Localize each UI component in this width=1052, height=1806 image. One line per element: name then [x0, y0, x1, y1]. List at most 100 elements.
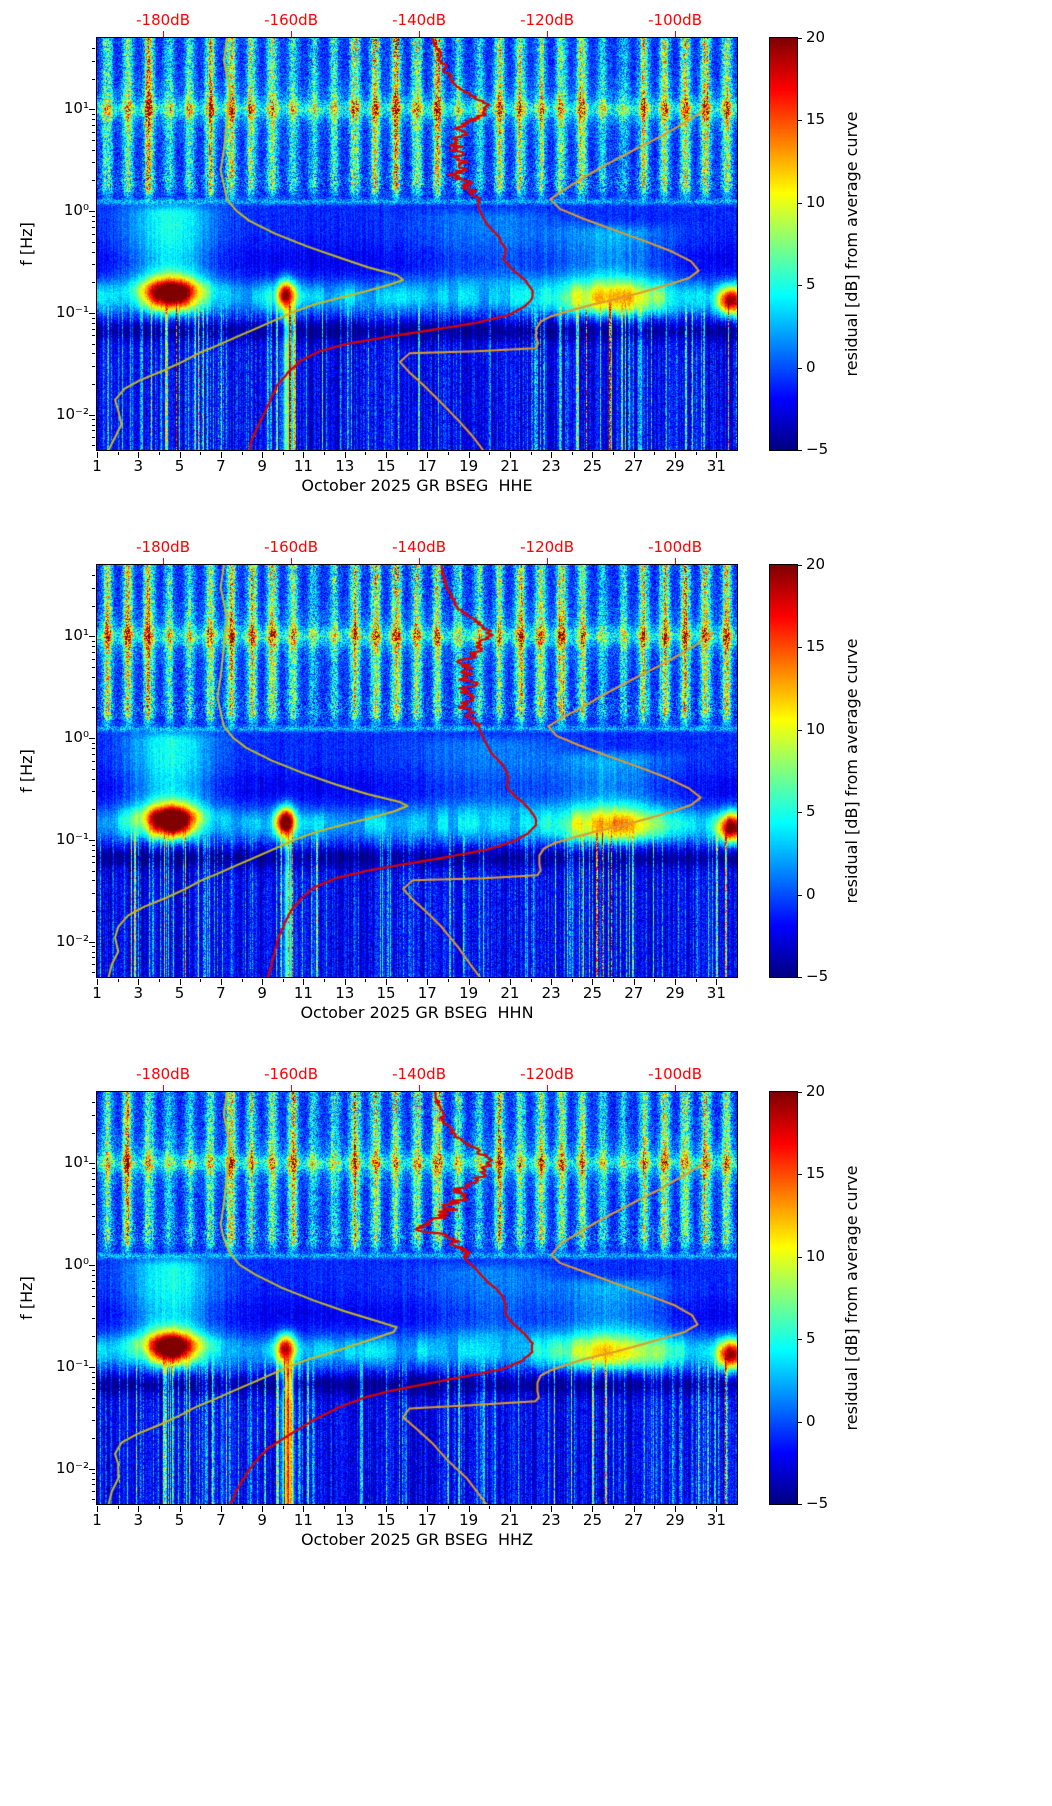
x-tick-mark: [551, 452, 553, 458]
x-tick-mark: [97, 452, 98, 458]
y-minor-tick-mark: [92, 574, 95, 576]
top-tick-mark: [675, 1085, 677, 1091]
x-tick-label: 21: [500, 1511, 520, 1529]
x-tick-label: 17: [417, 1511, 437, 1529]
y-minor-tick-mark: [92, 424, 95, 426]
y-minor-tick-mark: [92, 1371, 95, 1373]
y-axis-label: f [Hz]: [17, 222, 36, 266]
x-tick-mark: [633, 1506, 635, 1512]
top-db-label: -120dB: [520, 1065, 574, 1083]
colorbar-label: residual [dB] from average curve: [842, 1165, 861, 1431]
x-tick-mark: [509, 1506, 511, 1512]
colorbar-tick-label: 20: [806, 28, 826, 46]
top-tick-mark: [163, 31, 165, 37]
x-tick-mark: [551, 1506, 553, 1512]
x-tick-label: 9: [257, 1511, 267, 1529]
x-tick-mark: [386, 1506, 388, 1512]
y-minor-tick-mark: [92, 220, 95, 222]
colorbar-tick-mark: [798, 1421, 802, 1423]
colorbar-tick-mark: [798, 367, 802, 369]
x-minor-tick-mark: [489, 979, 491, 982]
y-tick-mark: [89, 312, 95, 314]
x-minor-tick-mark: [324, 1506, 326, 1509]
x-tick-label: 7: [216, 1511, 226, 1529]
x-minor-tick-mark: [447, 1506, 449, 1509]
y-tick-label: 10¹: [63, 1153, 89, 1172]
y-minor-tick-mark: [92, 862, 95, 864]
x-minor-tick-mark: [406, 1506, 408, 1509]
x-tick-label: 27: [624, 1511, 644, 1529]
y-minor-tick-mark: [92, 651, 95, 653]
y-minor-tick-mark: [92, 241, 95, 243]
x-tick-mark: [344, 1506, 346, 1512]
x-minor-tick-mark: [282, 1506, 284, 1509]
x-tick-mark: [468, 1506, 470, 1512]
y-minor-tick-mark: [92, 139, 95, 141]
x-tick-label: 11: [293, 1511, 313, 1529]
y-minor-tick-mark: [92, 844, 95, 846]
y-minor-tick-mark: [92, 753, 95, 755]
y-minor-tick-mark: [92, 1305, 95, 1307]
x-tick-label: 15: [376, 1511, 396, 1529]
x-tick-mark: [468, 979, 470, 985]
x-tick-label: 23: [541, 984, 561, 1002]
top-tick-mark: [675, 31, 677, 37]
y-minor-tick-mark: [92, 768, 95, 770]
y-tick-label: 10⁻¹: [55, 302, 89, 321]
x-tick-label: 15: [376, 984, 396, 1002]
y-minor-tick-mark: [92, 264, 95, 266]
x-minor-tick-mark: [158, 452, 160, 455]
y-tick-label: 10⁻¹: [55, 1356, 89, 1375]
x-tick-label: 17: [417, 457, 437, 475]
x-tick-mark: [344, 979, 346, 985]
y-minor-tick-mark: [92, 742, 95, 744]
x-minor-tick-mark: [200, 452, 202, 455]
x-axis-label: October 2025 GR BSEG HHZ: [300, 1530, 534, 1549]
x-tick-mark: [138, 1506, 140, 1512]
colorbar-label: residual [dB] from average curve: [842, 638, 861, 904]
spectrogram-hhn: [96, 564, 738, 978]
x-minor-tick-mark: [282, 979, 284, 982]
x-tick-mark: [303, 979, 305, 985]
x-tick-mark: [427, 979, 429, 985]
x-tick-label: 11: [293, 457, 313, 475]
y-minor-tick-mark: [92, 353, 95, 355]
y-minor-tick-mark: [92, 849, 95, 851]
x-tick-label: 31: [706, 457, 726, 475]
colorbar-tick-label: 15: [806, 1164, 826, 1183]
x-minor-tick-mark: [530, 1506, 532, 1509]
x-tick-mark: [179, 979, 181, 985]
x-tick-mark: [509, 979, 511, 985]
x-minor-tick-mark: [530, 979, 532, 982]
top-tick-mark: [547, 558, 549, 564]
x-tick-label: 13: [335, 457, 355, 475]
x-tick-mark: [427, 1506, 429, 1512]
x-tick-label: 29: [665, 457, 685, 475]
x-tick-mark: [592, 1506, 594, 1512]
y-minor-tick-mark: [92, 180, 95, 182]
colorbar-tick-mark: [798, 285, 802, 287]
x-tick-mark: [592, 452, 594, 458]
colorbar-tick-mark: [798, 120, 802, 122]
top-tick-mark: [163, 558, 165, 564]
y-minor-tick-mark: [92, 1336, 95, 1338]
y-minor-tick-mark: [92, 251, 95, 253]
y-tick-mark: [89, 636, 95, 638]
y-minor-tick-mark: [92, 1318, 95, 1320]
colorbar-tick-mark: [798, 38, 802, 39]
y-minor-tick-mark: [92, 343, 95, 345]
x-minor-tick-mark: [530, 452, 532, 455]
top-db-label: -100dB: [648, 11, 702, 29]
y-minor-tick-mark: [92, 317, 95, 319]
x-tick-label: 5: [174, 984, 185, 1002]
colorbar-tick-mark: [798, 1174, 802, 1176]
x-minor-tick-mark: [695, 1506, 697, 1509]
colorbar-tick-label: 0: [806, 1411, 816, 1430]
colorbar-tick-label: −5: [806, 1494, 829, 1512]
colorbar-tick-mark: [798, 450, 802, 451]
y-minor-tick-mark: [92, 870, 95, 872]
x-tick-mark: [138, 452, 140, 458]
y-minor-tick-mark: [92, 233, 95, 235]
colorbar-tick-mark: [798, 812, 802, 814]
x-tick-label: 13: [335, 1511, 355, 1529]
